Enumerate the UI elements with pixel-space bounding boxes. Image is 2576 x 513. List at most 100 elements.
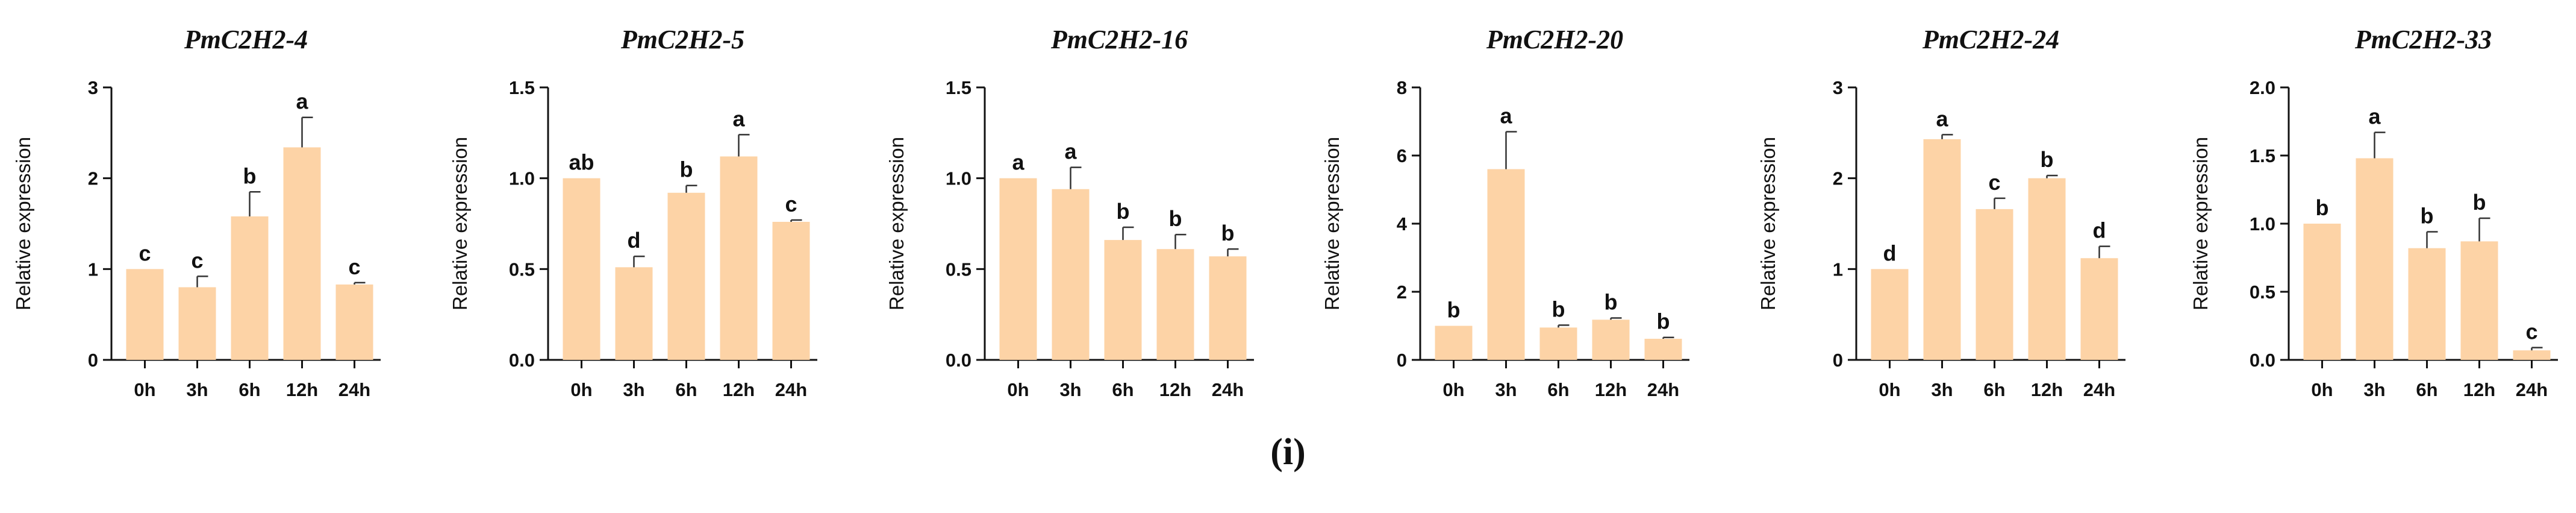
significance-letter: d [2093, 218, 2106, 243]
x-tick-label: 24h [2516, 379, 2548, 400]
x-tick-label: 24h [775, 379, 807, 400]
y-tick-label: 0.5 [946, 259, 971, 280]
significance-letter: b [243, 163, 257, 188]
x-tick-label: 6h [2416, 379, 2437, 400]
chart-title: PmC2H2-24 [1922, 25, 2059, 54]
chart-panel-3: PmC2H2-16 Relative expression 0.0 0.5 1.0 1.5… [885, 25, 1254, 400]
x-tick-label: 0h [1442, 379, 1464, 400]
significance-letter: d [628, 228, 641, 253]
y-tick-label: 1.0 [946, 168, 971, 189]
chart-title: PmC2H2-5 [620, 25, 744, 54]
x-tick-label: 3h [186, 379, 208, 400]
bar-12h [2028, 178, 2066, 360]
x-tick-label: 0h [134, 379, 155, 400]
x-tick-label: 3h [2363, 379, 2385, 400]
y-tick-label: 2 [1833, 168, 1843, 189]
bar-12h [2460, 241, 2498, 360]
chart-title: PmC2H2-20 [1486, 25, 1623, 54]
y-axis-label: Relative expression [1321, 137, 1343, 310]
significance-letter: ab [569, 150, 594, 175]
chart-panel-2: PmC2H2-5 Relative expression 0.0 0.5 1.0 1.5 a… [449, 25, 817, 400]
y-axis-label: Relative expression [885, 137, 908, 310]
y-tick-label: 2 [1397, 282, 1407, 303]
significance-letter: c [191, 248, 203, 272]
y-tick-label: 8 [1397, 77, 1407, 98]
x-tick-label: 0h [2311, 379, 2333, 400]
x-tick-label: 12h [723, 379, 755, 400]
y-tick-label: 1.5 [946, 77, 971, 98]
bar-6h [1104, 240, 1142, 360]
y-tick-label: 1 [1833, 259, 1843, 280]
y-tick-label: 2 [88, 168, 98, 189]
bar-24h [2513, 350, 2551, 360]
significance-letter: c [348, 254, 360, 279]
y-tick-label: 4 [1397, 213, 1408, 234]
bar-0h [999, 178, 1037, 360]
bar-3h [615, 267, 653, 360]
x-tick-label: 24h [338, 379, 370, 400]
x-tick-label: 12h [286, 379, 318, 400]
y-tick-label: 1 [88, 259, 98, 280]
y-tick-label: 3 [88, 77, 98, 98]
significance-letter: b [680, 157, 693, 182]
bar-0h [563, 178, 600, 360]
significance-letter: b [2473, 190, 2486, 215]
y-tick-label: 0 [1833, 350, 1843, 371]
bar-6h [1976, 209, 2013, 360]
y-axis-label: Relative expression [1757, 137, 1779, 310]
x-tick-label: 3h [623, 379, 644, 400]
y-tick-label: 1.5 [2250, 145, 2275, 166]
significance-letter: b [1552, 297, 1565, 321]
bar-0h [2303, 224, 2341, 360]
x-tick-label: 6h [1547, 379, 1569, 400]
significance-letter: b [1657, 309, 1670, 334]
y-tick-label: 1.0 [509, 168, 535, 189]
y-axis-label: Relative expression [2189, 137, 2212, 310]
x-tick-label: 12h [2031, 379, 2063, 400]
x-tick-label: 0h [570, 379, 592, 400]
y-axis-label: Relative expression [449, 137, 471, 310]
bar-24h [335, 284, 373, 360]
y-tick-label: 0.0 [509, 350, 535, 371]
chart-title: PmC2H2-4 [184, 25, 308, 54]
x-tick-label: 12h [1159, 379, 1191, 400]
significance-letter: a [1012, 150, 1024, 175]
x-tick-label: 24h [1212, 379, 1244, 400]
x-tick-label: 3h [1059, 379, 1081, 400]
y-axis-label: Relative expression [12, 137, 34, 310]
y-tick-label: 0.0 [2250, 350, 2275, 371]
bar-12h [720, 156, 758, 360]
y-tick-label: 6 [1397, 145, 1407, 166]
bar-3h [1052, 189, 1090, 360]
significance-letter: a [296, 89, 308, 114]
y-tick-label: 3 [1833, 77, 1843, 98]
bar-3h [1923, 139, 1961, 360]
x-tick-label: 0h [1007, 379, 1029, 400]
significance-letter: b [2041, 147, 2054, 172]
significance-letter: a [1064, 139, 1077, 164]
significance-letter: c [1988, 170, 2000, 195]
significance-letter: a [1500, 103, 1512, 128]
significance-letter: b [1169, 206, 1182, 231]
x-tick-label: 0h [1879, 379, 1900, 400]
significance-letter: b [1221, 221, 1235, 245]
bar-3h [2356, 158, 2394, 360]
x-tick-label: 6h [1112, 379, 1134, 400]
x-tick-label: 6h [675, 379, 697, 400]
y-tick-label: 0 [88, 350, 98, 371]
bar-0h [1871, 269, 1909, 360]
x-tick-label: 6h [1983, 379, 2005, 400]
chart-title: PmC2H2-33 [2354, 25, 2492, 54]
bar-12h [1592, 319, 1630, 360]
significance-letter: a [2368, 104, 2381, 129]
bar-6h [1539, 327, 1577, 360]
significance-letter: c [785, 192, 797, 216]
significance-letter: a [1936, 106, 1948, 131]
y-tick-label: 0.5 [2250, 282, 2275, 303]
significance-letter: c [139, 241, 151, 265]
y-tick-label: 0.5 [509, 259, 535, 280]
significance-letter: b [2421, 204, 2434, 228]
x-tick-label: 12h [2463, 379, 2495, 400]
x-tick-label: 3h [1495, 379, 1517, 400]
